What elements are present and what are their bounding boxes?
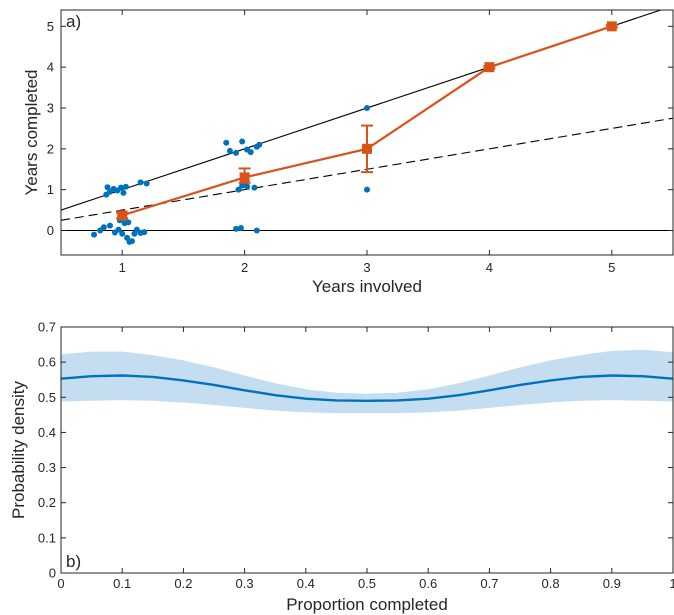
mean-marker	[607, 21, 617, 31]
x-tick-label: 0.4	[297, 576, 315, 591]
x-axis-label: Proportion completed	[286, 595, 448, 614]
panel-b: 0 0.1 0.2 0.3 0.4 0.5 0.6 0.7 0.8 0.9 1 0 0.1 0.2 0.3 0…	[9, 320, 674, 615]
data-point	[251, 185, 257, 191]
data-point	[227, 148, 233, 154]
x-tick-label: 2	[241, 260, 248, 275]
x-tick-label: 0.1	[113, 576, 131, 591]
data-point	[138, 179, 144, 185]
x-tick-label: 5	[608, 260, 615, 275]
confidence-band	[61, 350, 673, 413]
data-point	[119, 231, 125, 237]
y-axis-label: Probability density	[9, 381, 28, 519]
x-tick-label: 0.6	[419, 576, 437, 591]
data-point	[256, 142, 262, 148]
data-point	[144, 181, 150, 187]
mean-marker	[117, 210, 127, 220]
data-point	[120, 190, 126, 196]
data-point	[233, 150, 239, 156]
y-tick-label: 0.3	[38, 460, 56, 475]
y-tick-label: 0.7	[38, 320, 56, 335]
data-point	[238, 225, 244, 231]
x-tick-label: 0.5	[358, 576, 376, 591]
x-tick-label: 1	[669, 576, 674, 591]
x-tick-label: 0.3	[236, 576, 254, 591]
data-point	[248, 149, 254, 155]
x-tick-label: 4	[486, 260, 493, 275]
panel-label: a)	[66, 12, 81, 31]
x-tick-label: 0.8	[542, 576, 560, 591]
y-tick-label: 0.6	[38, 355, 56, 370]
y-tick-label: 2	[47, 141, 54, 156]
y-tick-label: 0	[47, 223, 54, 238]
y-tick-label: 3	[47, 101, 54, 116]
x-tick-label: 1	[119, 260, 126, 275]
x-axis-label: Years involved	[312, 277, 422, 296]
data-point	[129, 238, 135, 244]
y-tick-label: 0.4	[38, 425, 56, 440]
y-tick-label: 1	[47, 182, 54, 197]
panel-a: 1 2 3 4 5 0 1 2 3 4 5 Years involved Years completed…	[22, 6, 673, 296]
y-tick-label: 0.5	[38, 390, 56, 405]
data-point	[244, 183, 250, 189]
mean-marker	[484, 62, 494, 72]
data-point	[107, 223, 113, 229]
data-point	[254, 228, 260, 234]
plot-area	[61, 6, 673, 245]
y-tick-label: 0	[49, 566, 56, 581]
mean-marker	[240, 172, 250, 182]
data-point	[141, 229, 147, 235]
data-point	[239, 138, 245, 144]
data-point	[91, 232, 97, 238]
x-tick-label: 0.7	[480, 576, 498, 591]
data-point	[101, 224, 107, 230]
x-tick-label: 3	[363, 260, 370, 275]
x-tick-label: 0.2	[174, 576, 192, 591]
y-tick-label: 0.2	[38, 495, 56, 510]
data-point	[364, 187, 370, 193]
data-point	[223, 140, 229, 146]
data-point	[364, 105, 370, 111]
y-tick-label: 0.1	[38, 530, 56, 545]
y-tick-label: 4	[47, 60, 54, 75]
y-axis-label: Years completed	[22, 69, 41, 195]
x-tick-label: 0	[57, 576, 64, 591]
panel-label: b)	[66, 552, 81, 571]
y-tick-label: 5	[47, 19, 54, 34]
x-tick-label: 0.9	[603, 576, 621, 591]
mean-marker	[362, 144, 372, 154]
data-point	[123, 184, 129, 190]
